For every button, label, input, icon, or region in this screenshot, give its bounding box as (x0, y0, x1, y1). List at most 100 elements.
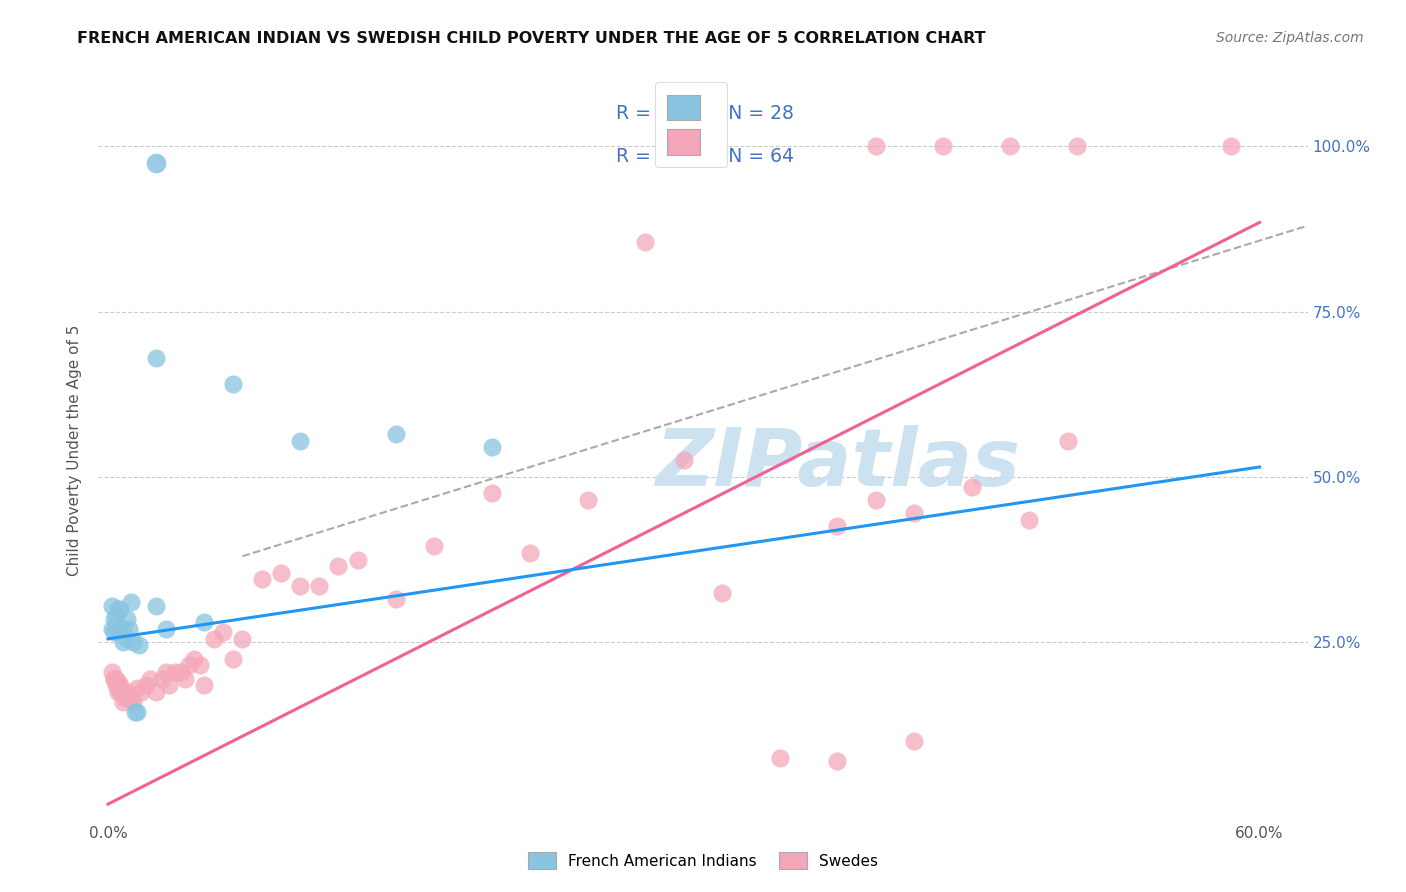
Point (711, 585, 734, 599)
Point (107, 681, 129, 696)
Point (385, 426, 408, 441)
Point (107, 622, 129, 636)
Point (222, 377, 245, 392)
Point (103, 612, 125, 626)
Point (122, 695, 145, 709)
Point (103, 625, 125, 640)
Point (159, 678, 181, 692)
Point (108, 681, 131, 696)
Point (173, 672, 195, 686)
Point (155, 622, 177, 636)
Point (231, 632, 253, 646)
Point (129, 684, 152, 698)
Point (865, 493, 887, 508)
Point (145, 156, 167, 170)
Point (519, 546, 541, 560)
Point (120, 595, 142, 609)
Point (107, 674, 129, 689)
Point (115, 684, 138, 698)
Point (112, 635, 135, 649)
Point (114, 691, 136, 706)
Point (122, 635, 145, 649)
Point (115, 632, 138, 646)
Point (124, 705, 146, 719)
Text: Source: ZipAtlas.com: Source: ZipAtlas.com (1216, 31, 1364, 45)
Point (270, 566, 292, 580)
Point (101, 599, 124, 613)
Point (118, 622, 141, 636)
Point (903, 506, 925, 520)
Point (576, 493, 599, 508)
Point (212, 625, 235, 640)
Point (672, 453, 695, 467)
Point (634, 235, 657, 250)
Point (107, 602, 129, 616)
Point (183, 651, 205, 665)
Point (769, 751, 792, 765)
Point (423, 539, 446, 553)
Point (346, 552, 368, 566)
Text: FRENCH AMERICAN INDIAN VS SWEDISH CHILD POVERTY UNDER THE AGE OF 5 CORRELATION C: FRENCH AMERICAN INDIAN VS SWEDISH CHILD … (77, 31, 986, 46)
Point (1219, 139, 1241, 153)
Point (125, 681, 148, 696)
Point (101, 665, 124, 679)
Point (120, 691, 142, 706)
Point (1018, 513, 1040, 527)
Point (1066, 139, 1088, 153)
Point (104, 622, 127, 636)
Point (328, 559, 350, 574)
Point (170, 665, 193, 679)
Point (903, 734, 925, 748)
Point (385, 592, 408, 607)
Point (128, 639, 150, 653)
Point (827, 754, 849, 768)
Point (101, 622, 124, 636)
Point (193, 615, 215, 630)
Legend: , : , (655, 82, 727, 168)
Point (222, 651, 245, 665)
Point (115, 612, 138, 626)
Text: R = 0.135   N = 28: R = 0.135 N = 28 (616, 104, 794, 123)
Point (865, 139, 887, 153)
Point (145, 684, 167, 698)
Point (250, 573, 273, 587)
Point (103, 672, 125, 686)
Point (108, 678, 131, 692)
Point (112, 622, 135, 636)
Point (165, 665, 187, 679)
Point (481, 486, 503, 500)
Point (103, 672, 125, 686)
Point (118, 691, 141, 706)
Point (177, 658, 200, 673)
Point (288, 434, 311, 448)
Point (202, 632, 225, 646)
Point (104, 672, 127, 686)
Point (155, 665, 177, 679)
Legend: French American Indians, Swedes: French American Indians, Swedes (522, 846, 884, 875)
Point (193, 678, 215, 692)
Point (998, 139, 1021, 153)
Point (481, 440, 503, 454)
Point (139, 672, 162, 686)
Text: R = 0.751   N = 64: R = 0.751 N = 64 (616, 147, 794, 166)
Point (308, 579, 330, 593)
Point (107, 684, 129, 698)
Point (145, 599, 167, 613)
Point (188, 658, 211, 673)
Point (104, 608, 127, 623)
Point (108, 602, 131, 616)
Point (288, 579, 311, 593)
Point (135, 678, 157, 692)
Point (145, 351, 167, 365)
Point (125, 705, 148, 719)
Text: ZIPatlas: ZIPatlas (655, 425, 1019, 503)
Point (932, 139, 955, 153)
Point (104, 678, 127, 692)
Point (112, 695, 135, 709)
Point (110, 622, 132, 636)
Point (150, 672, 173, 686)
Y-axis label: Child Poverty Under the Age of 5: Child Poverty Under the Age of 5 (67, 325, 83, 576)
Point (960, 480, 983, 494)
Point (110, 684, 132, 698)
Point (827, 519, 849, 533)
